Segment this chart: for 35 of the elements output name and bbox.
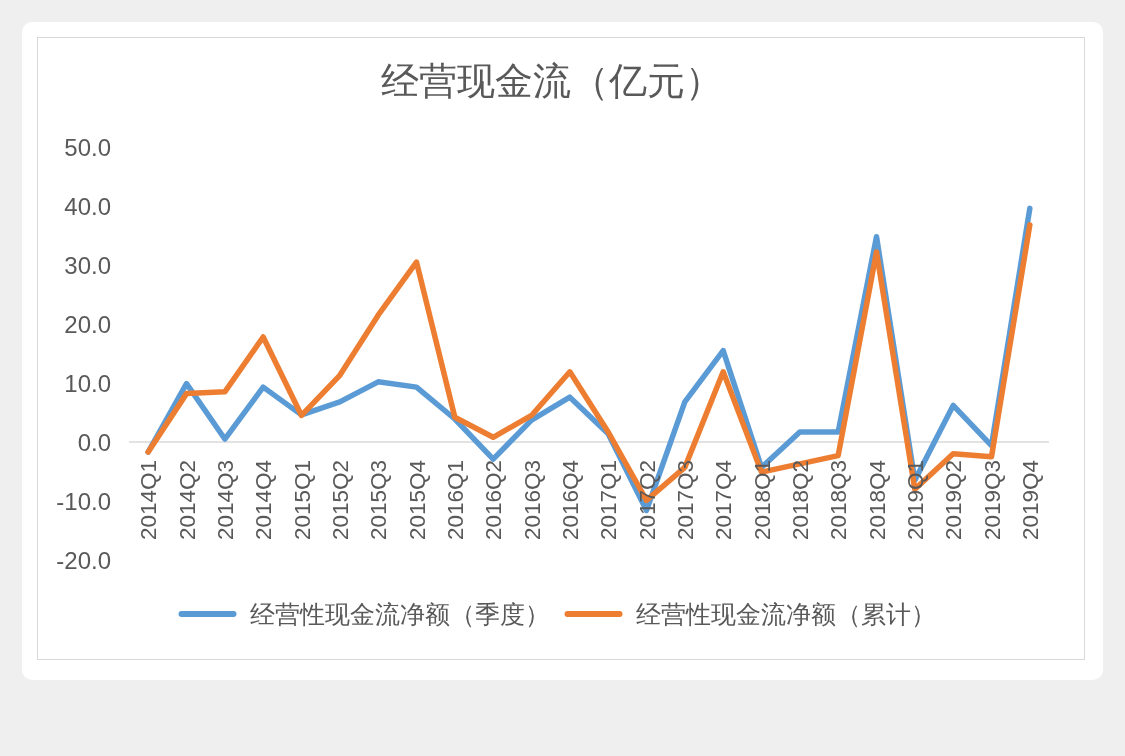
x-tick-label: 2018Q1 — [749, 460, 775, 541]
x-tick-label: 2017Q4 — [711, 460, 737, 541]
x-tick-label: 2014Q1 — [136, 460, 162, 541]
x-tick-label: 2018Q3 — [826, 460, 852, 541]
x-tick-label: 2016Q4 — [557, 460, 583, 541]
x-tick-label: 2014Q3 — [212, 460, 238, 541]
x-tick-label: 2015Q2 — [327, 460, 353, 541]
title: 经营现金流（亿元） — [381, 60, 723, 102]
y-tick-label: 20.0 — [64, 310, 111, 338]
x-tick-label: 2016Q3 — [519, 460, 545, 541]
x-tick-label: 2016Q1 — [442, 460, 468, 541]
x-tick-label: 2018Q4 — [864, 460, 890, 541]
x-tick-label: 2015Q1 — [289, 460, 315, 541]
x-tick-label: 2015Q4 — [404, 460, 430, 541]
y-tick-label: 40.0 — [64, 192, 111, 220]
y-tick-label: 50.0 — [64, 133, 111, 161]
legend-label: 经营性现金流净额（累计） — [635, 600, 936, 628]
y-tick-label: -10.0 — [56, 487, 111, 515]
y-tick-label: 30.0 — [64, 251, 111, 279]
y-tick-label: -20.0 — [56, 546, 111, 574]
x-tick-label: 2019Q2 — [941, 460, 967, 541]
legend-label: 经营性现金流净额（季度） — [249, 600, 550, 628]
x-tick-label: 2018Q2 — [787, 460, 813, 541]
y-tick-label: 0.0 — [77, 428, 111, 456]
x-tick-label: 2019Q4 — [1017, 460, 1043, 541]
x-tick-label: 2015Q3 — [366, 460, 392, 541]
x-tick-label: 2017Q3 — [672, 460, 698, 541]
x-tick-label: 2019Q3 — [979, 460, 1005, 541]
x-tick-label: 2017Q1 — [596, 460, 622, 541]
x-tick-label: 2019Q1 — [902, 460, 928, 541]
x-tick-label: 2014Q4 — [251, 460, 277, 541]
x-tick-label: 2017Q2 — [634, 460, 660, 541]
x-tick-label: 2016Q2 — [481, 460, 507, 541]
y-tick-label: 10.0 — [64, 369, 111, 397]
x-tick-label: 2014Q2 — [174, 460, 200, 541]
